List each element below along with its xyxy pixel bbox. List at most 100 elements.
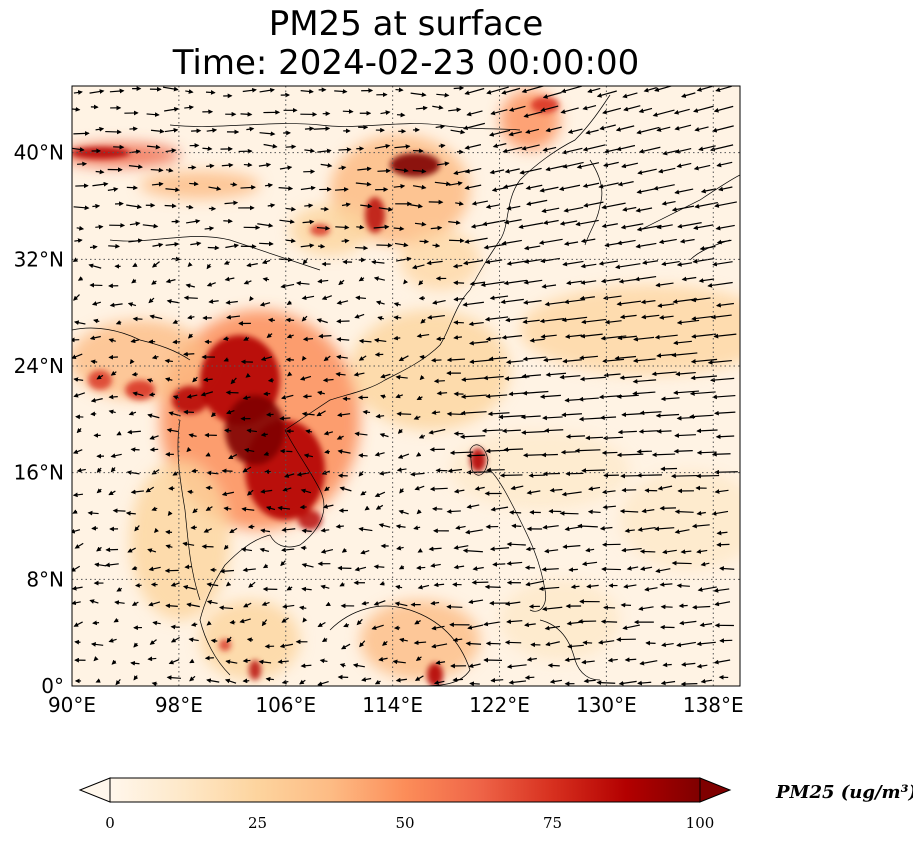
wind-arrow — [204, 226, 215, 231]
wind-arrow — [464, 87, 485, 96]
wind-arrow — [228, 454, 238, 460]
wind-arrow — [319, 658, 328, 664]
wind-arrow — [651, 371, 677, 377]
wind-arrow — [614, 355, 637, 361]
wind-arrow — [335, 524, 344, 529]
wind-arrow — [469, 359, 492, 365]
wind-arrow — [337, 449, 351, 454]
wind-arrow — [73, 377, 84, 382]
wind-arrow — [396, 411, 412, 417]
wind-arrow — [562, 544, 581, 550]
wind-arrow — [716, 530, 728, 536]
wind-arrow — [503, 279, 528, 286]
wind-arrow — [354, 566, 367, 572]
wind-arrow — [433, 582, 445, 588]
wind-arrow — [375, 300, 385, 306]
wind-arrow — [431, 357, 442, 363]
wind-arrow — [414, 675, 424, 681]
wind-arrow — [258, 162, 272, 168]
wind-arrow — [587, 509, 601, 515]
wind-arrow — [636, 449, 652, 454]
wind-arrow — [192, 376, 198, 383]
wind-arrow — [545, 165, 565, 172]
wind-arrow — [585, 435, 604, 441]
wind-arrow — [653, 184, 675, 191]
wind-arrow — [696, 86, 713, 92]
wind-arrow — [301, 295, 315, 301]
wind-arrow — [671, 205, 695, 212]
wind-arrow — [185, 283, 195, 289]
wind-arrow — [657, 485, 673, 491]
wind-arrow — [323, 355, 331, 362]
wind-arrow — [508, 679, 527, 685]
colorbar-extend-max — [699, 777, 732, 803]
wind-arrow — [73, 320, 86, 326]
wind-arrow — [338, 165, 347, 171]
wind-arrow — [361, 600, 369, 606]
wind-arrow — [285, 206, 297, 212]
wind-arrow — [599, 124, 616, 131]
wind-arrow — [633, 336, 655, 342]
wind-arrow — [718, 186, 733, 192]
wind-arrow — [92, 181, 109, 187]
wind-arrow — [711, 451, 731, 457]
wind-arrow — [468, 321, 484, 327]
wind-arrow — [263, 451, 269, 456]
wind-arrow — [486, 467, 505, 473]
wind-arrow — [410, 203, 424, 209]
wind-arrow — [378, 206, 394, 212]
wind-arrow — [90, 642, 104, 647]
wind-arrow — [490, 677, 504, 683]
wind-arrow — [466, 504, 480, 509]
wind-arrow — [246, 637, 254, 643]
wind-arrow — [202, 146, 213, 152]
wind-arrow — [373, 564, 385, 570]
wind-arrow — [133, 675, 139, 681]
wind-arrow — [371, 624, 384, 630]
wind-arrow — [393, 184, 406, 189]
wind-arrow — [146, 144, 161, 150]
wind-arrow — [435, 124, 446, 130]
wind-arrow — [374, 679, 381, 685]
wind-arrow — [154, 527, 160, 534]
wind-arrow — [264, 182, 274, 188]
wind-arrow — [301, 528, 312, 534]
wind-arrow — [165, 167, 174, 173]
wind-arrow — [131, 371, 138, 377]
wind-arrow — [574, 448, 601, 454]
wind-arrow — [489, 295, 509, 301]
wind-arrow — [714, 489, 729, 494]
wind-arrow — [152, 242, 164, 248]
wind-arrow — [342, 109, 354, 114]
wind-arrow — [523, 258, 542, 264]
wind-arrow — [691, 523, 710, 529]
wind-arrow — [452, 263, 463, 269]
wind-arrow — [325, 601, 331, 607]
wind-arrow — [164, 127, 179, 133]
wind-arrow — [230, 182, 238, 187]
wind-arrow — [77, 276, 84, 281]
wind-arrow — [538, 586, 560, 592]
wind-arrow — [660, 680, 676, 686]
wind-arrow — [542, 415, 563, 421]
wind-arrow — [151, 261, 160, 268]
wind-arrow — [378, 470, 391, 476]
wind-vectors — [72, 86, 738, 686]
wind-arrow — [508, 131, 522, 137]
wind-arrow — [523, 279, 543, 285]
wind-arrow — [108, 409, 116, 415]
wind-arrow — [714, 469, 738, 475]
wind-arrow — [498, 414, 525, 420]
wind-arrow — [147, 548, 157, 553]
wind-arrow — [303, 453, 314, 459]
wind-arrow — [152, 620, 161, 626]
wind-arrow — [486, 86, 509, 95]
wind-arrow — [395, 584, 403, 590]
wind-arrow — [378, 656, 388, 662]
wind-arrow — [641, 508, 655, 514]
wind-arrow — [72, 353, 83, 359]
wind-arrow — [260, 432, 268, 437]
wind-arrow — [488, 129, 511, 137]
wind-arrow — [601, 450, 618, 456]
